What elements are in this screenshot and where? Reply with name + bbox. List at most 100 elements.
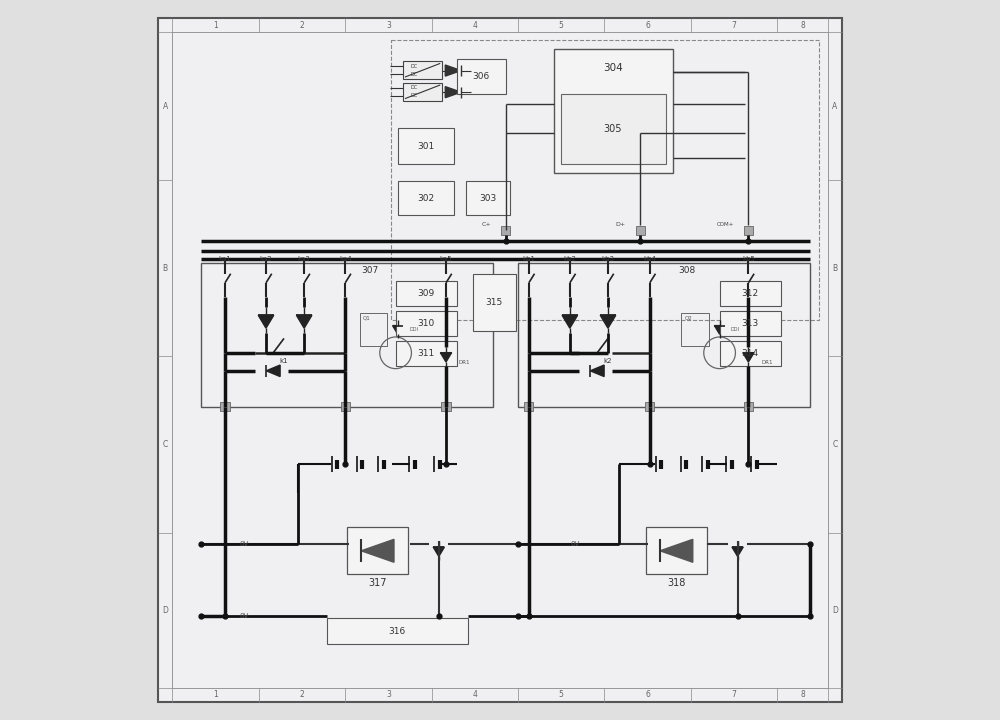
Text: 8: 8 bbox=[800, 690, 805, 699]
Text: A: A bbox=[832, 102, 837, 111]
Text: DR1: DR1 bbox=[459, 360, 470, 364]
Text: 305: 305 bbox=[604, 124, 622, 134]
Text: 311: 311 bbox=[418, 349, 435, 359]
Polygon shape bbox=[732, 547, 743, 557]
Text: 3: 3 bbox=[386, 690, 391, 699]
Bar bbox=[720, 341, 781, 366]
Bar bbox=[403, 61, 442, 79]
Bar bbox=[720, 311, 781, 336]
Bar bbox=[518, 263, 810, 407]
Text: 3: 3 bbox=[386, 21, 391, 30]
Bar bbox=[396, 281, 457, 306]
Bar bbox=[744, 402, 753, 411]
Text: 5: 5 bbox=[559, 690, 564, 699]
Bar bbox=[396, 341, 457, 366]
Text: 316: 316 bbox=[389, 626, 406, 636]
Text: 0V: 0V bbox=[240, 541, 249, 546]
Text: 4: 4 bbox=[472, 690, 477, 699]
Text: 0V: 0V bbox=[240, 613, 249, 618]
Text: 315: 315 bbox=[486, 298, 503, 307]
Text: 2: 2 bbox=[300, 690, 304, 699]
Text: 8: 8 bbox=[800, 21, 805, 30]
Text: kb1: kb1 bbox=[522, 256, 535, 262]
Bar bbox=[391, 40, 819, 320]
Bar bbox=[403, 83, 442, 101]
Polygon shape bbox=[433, 547, 444, 557]
Bar bbox=[398, 128, 454, 164]
Text: 309: 309 bbox=[418, 289, 435, 298]
Text: DC: DC bbox=[410, 94, 417, 98]
Text: kb5: kb5 bbox=[742, 256, 755, 262]
Polygon shape bbox=[296, 315, 312, 328]
Text: DR1: DR1 bbox=[761, 360, 773, 364]
Bar bbox=[441, 402, 451, 411]
Bar bbox=[201, 263, 493, 407]
Text: 6: 6 bbox=[645, 690, 650, 699]
Polygon shape bbox=[361, 539, 394, 562]
Text: 312: 312 bbox=[742, 289, 759, 298]
Bar bbox=[554, 49, 673, 173]
Text: k2: k2 bbox=[604, 359, 612, 364]
Text: DDI: DDI bbox=[409, 327, 418, 331]
Bar bbox=[457, 59, 506, 94]
Text: 306: 306 bbox=[473, 72, 490, 81]
Bar bbox=[681, 313, 709, 346]
Text: DC: DC bbox=[410, 64, 417, 68]
Text: 1: 1 bbox=[213, 690, 218, 699]
Polygon shape bbox=[393, 325, 403, 334]
Text: 301: 301 bbox=[417, 142, 434, 150]
Bar bbox=[720, 281, 781, 306]
Text: 5: 5 bbox=[559, 21, 564, 30]
Text: 317: 317 bbox=[368, 578, 387, 588]
Polygon shape bbox=[743, 353, 754, 362]
Text: DC: DC bbox=[410, 86, 417, 90]
Text: C+: C+ bbox=[482, 222, 491, 227]
Text: 304: 304 bbox=[603, 63, 623, 73]
Text: 307: 307 bbox=[362, 266, 379, 274]
Text: C: C bbox=[163, 440, 168, 449]
Text: ka3: ka3 bbox=[298, 256, 311, 262]
Text: 7: 7 bbox=[732, 690, 736, 699]
Text: 0V: 0V bbox=[571, 541, 580, 546]
Text: kb2: kb2 bbox=[563, 256, 576, 262]
Text: ka2: ka2 bbox=[260, 256, 272, 262]
Bar bbox=[398, 181, 454, 215]
Bar bbox=[561, 94, 666, 164]
Bar bbox=[396, 311, 457, 336]
Text: 7: 7 bbox=[732, 21, 736, 30]
Bar bbox=[360, 313, 387, 346]
Bar bbox=[220, 402, 230, 411]
Bar bbox=[645, 402, 654, 411]
Text: D: D bbox=[832, 606, 838, 615]
Text: 4: 4 bbox=[472, 21, 477, 30]
Text: kb4: kb4 bbox=[643, 256, 656, 262]
Polygon shape bbox=[445, 86, 461, 98]
Text: Q2: Q2 bbox=[685, 315, 693, 320]
Text: 6: 6 bbox=[645, 21, 650, 30]
Text: 308: 308 bbox=[679, 266, 696, 274]
Bar bbox=[501, 226, 510, 235]
Text: 2: 2 bbox=[300, 21, 304, 30]
Text: ka1: ka1 bbox=[219, 256, 231, 262]
Bar bbox=[347, 528, 408, 575]
Polygon shape bbox=[600, 315, 616, 328]
Text: ka5: ka5 bbox=[440, 256, 452, 262]
Bar bbox=[473, 274, 516, 331]
Text: B: B bbox=[832, 264, 837, 273]
Text: D: D bbox=[162, 606, 168, 615]
Text: ka4: ka4 bbox=[339, 256, 352, 262]
Text: A: A bbox=[163, 102, 168, 111]
Text: 318: 318 bbox=[667, 578, 686, 588]
Polygon shape bbox=[590, 365, 604, 377]
Polygon shape bbox=[258, 315, 274, 328]
Text: kb3: kb3 bbox=[602, 256, 614, 262]
Text: 303: 303 bbox=[479, 194, 497, 202]
Polygon shape bbox=[714, 325, 725, 334]
Polygon shape bbox=[445, 65, 461, 76]
Polygon shape bbox=[562, 315, 578, 328]
Bar bbox=[341, 402, 350, 411]
Text: C: C bbox=[832, 440, 837, 449]
Text: 1: 1 bbox=[213, 21, 218, 30]
Bar bbox=[524, 402, 533, 411]
Text: D+: D+ bbox=[616, 222, 626, 227]
